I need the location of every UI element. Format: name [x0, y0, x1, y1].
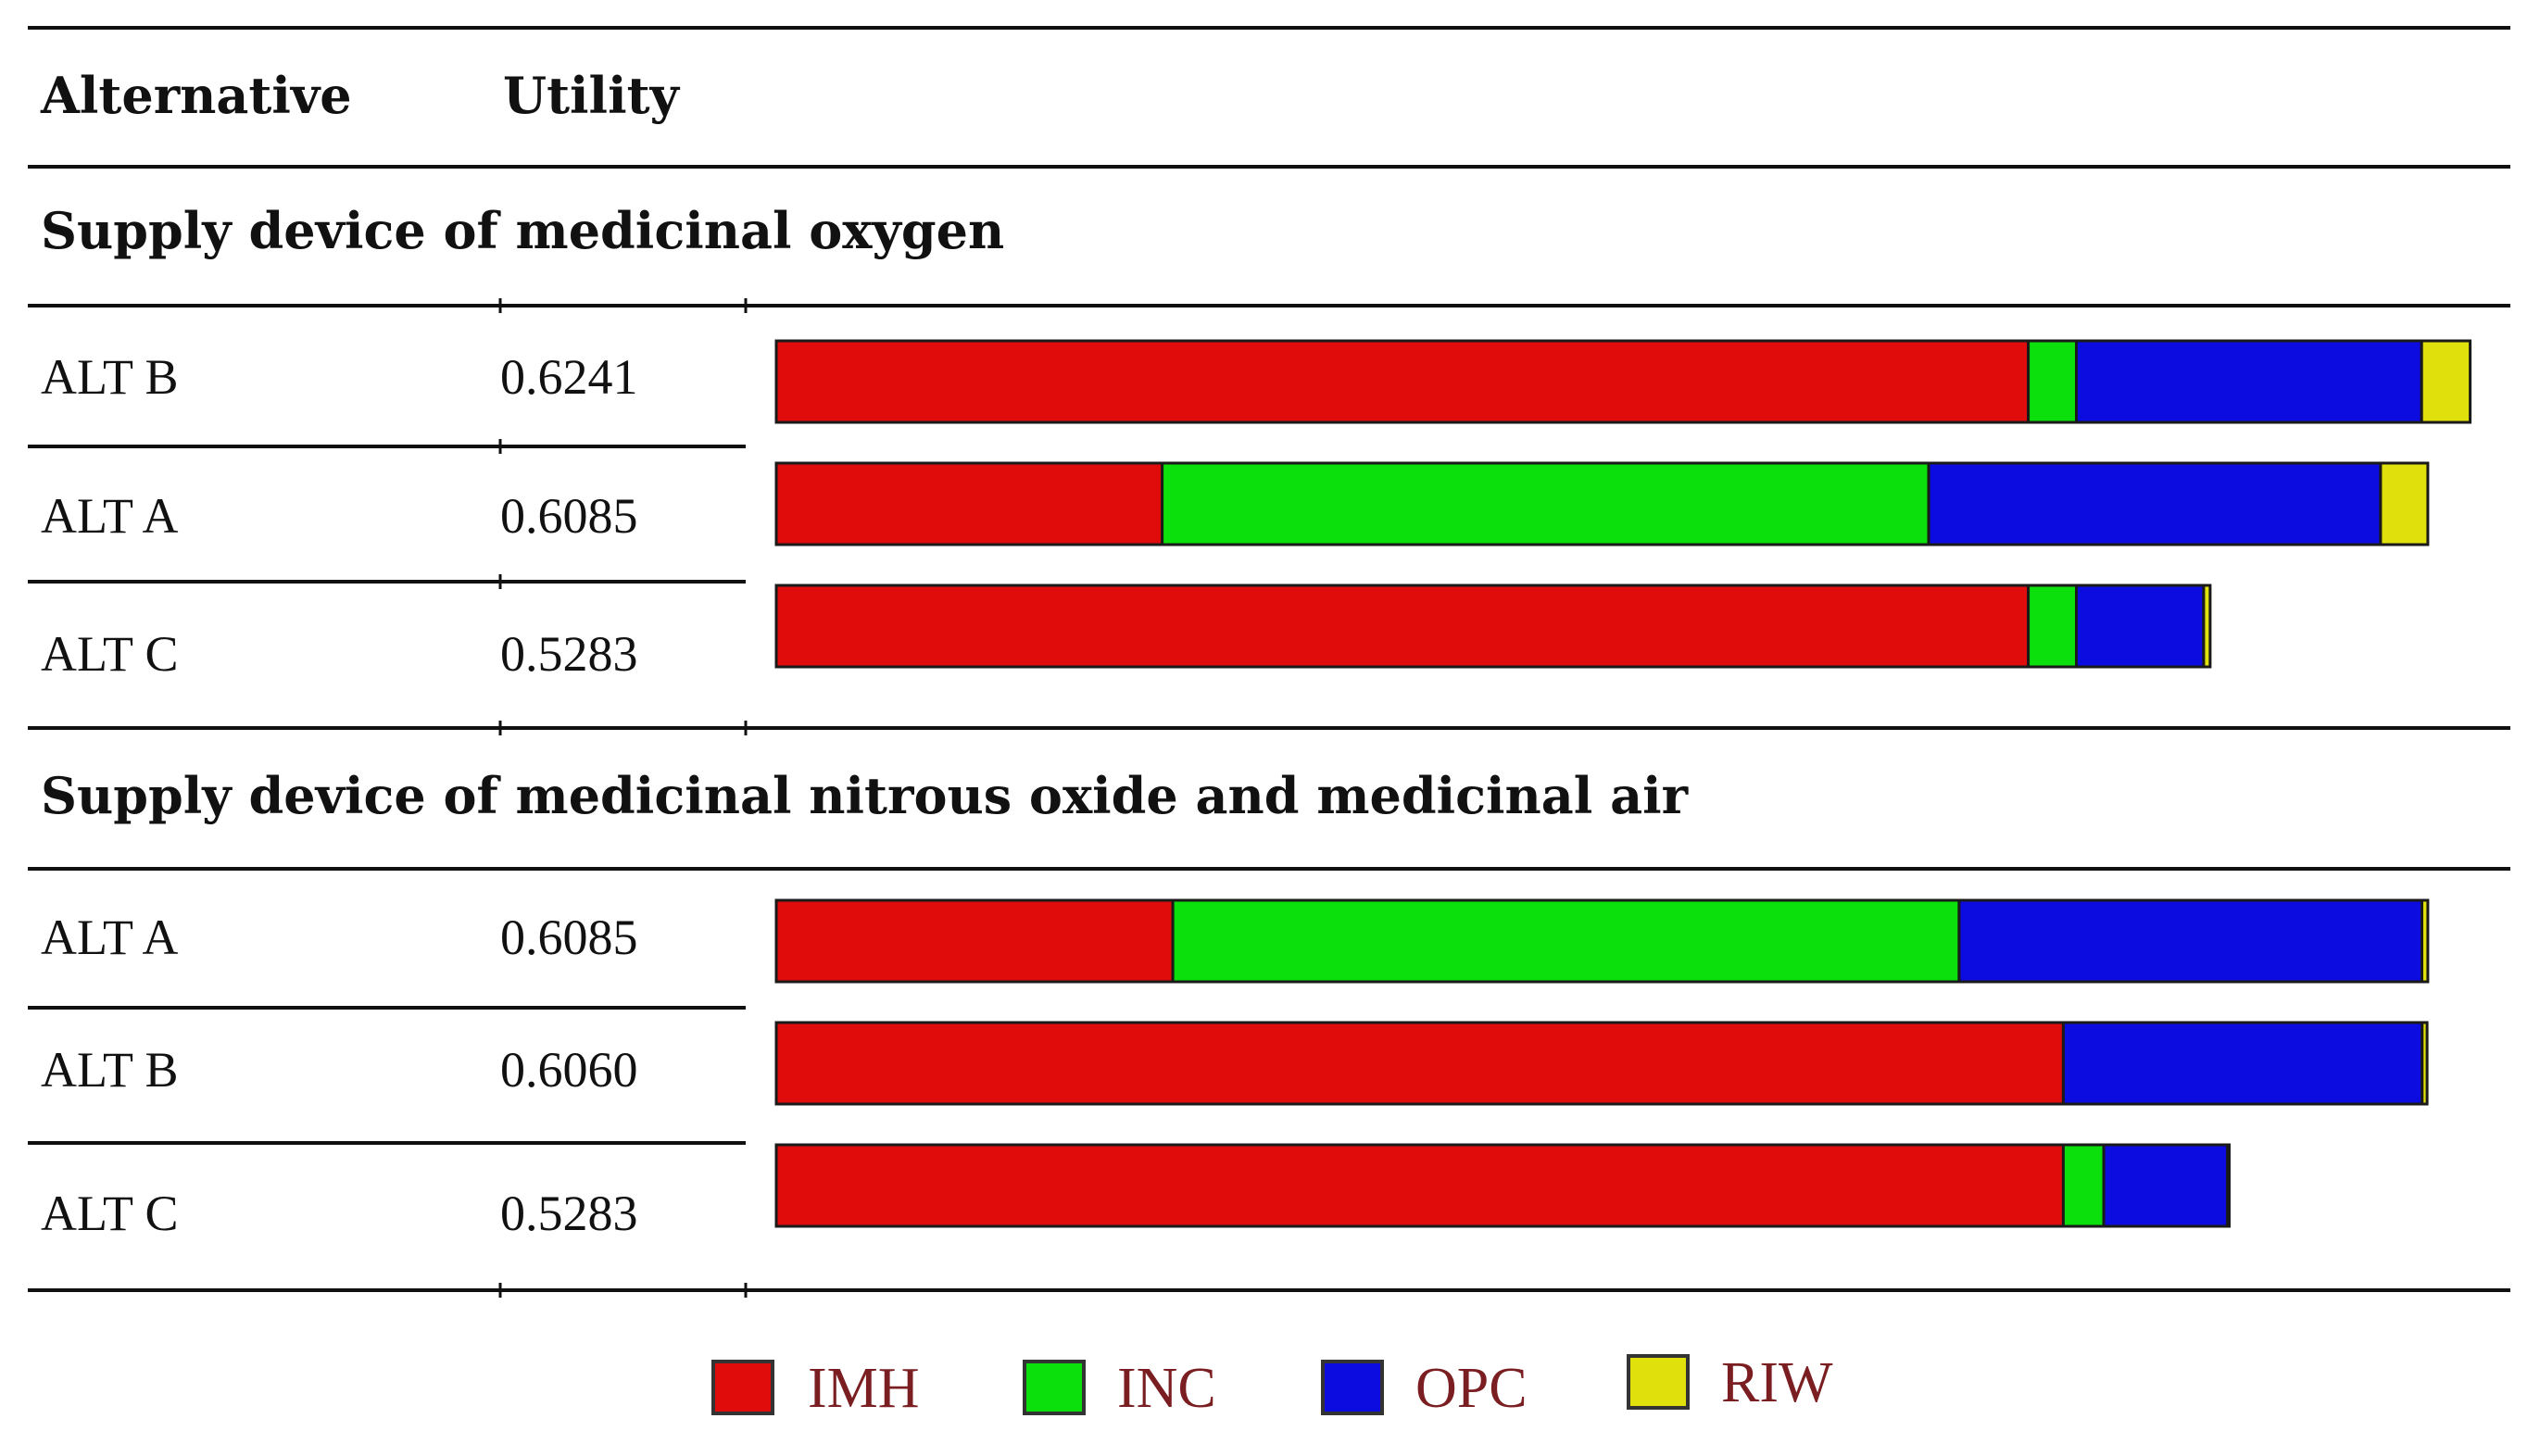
legend-label-imh: IMH	[808, 1357, 920, 1420]
legend-label-riw: RIW	[1721, 1351, 1833, 1414]
legend-label-inc: INC	[1117, 1357, 1216, 1420]
stacked-bar	[774, 461, 2430, 546]
bar-segment-opc	[1957, 898, 2423, 984]
bar-segment-riw	[2420, 339, 2472, 424]
stacked-bar	[774, 898, 2430, 984]
row-utility: 0.5283	[500, 1186, 638, 1241]
row-label: ALT C	[41, 626, 179, 682]
section-title-nitrous: Supply device of medicinal nitrous oxide…	[41, 766, 1689, 825]
bar-segment-riw	[2421, 1021, 2429, 1106]
row-utility: 0.6085	[500, 910, 638, 965]
bar-segment-inc	[2061, 1143, 2106, 1228]
header-utility: Utility	[503, 66, 681, 125]
bar-segment-imh	[774, 339, 2031, 424]
stacked-bar	[774, 339, 2472, 424]
bar-segment-imh	[774, 1143, 2065, 1228]
stacked-bar	[774, 1143, 2231, 1228]
bar-segment-opc	[2102, 1143, 2230, 1228]
column-ticks	[498, 298, 748, 1298]
legend: IMH INC OPC RIW	[711, 1351, 1833, 1420]
bar-segment-inc	[2027, 339, 2079, 424]
legend-label-opc: OPC	[1415, 1357, 1528, 1420]
bar-segment-opc	[2075, 339, 2423, 424]
bar-segment-inc	[1171, 898, 1961, 984]
stacked-bar	[774, 1021, 2429, 1106]
row-label: ALT B	[41, 1042, 179, 1098]
stacked-bar	[774, 584, 2212, 669]
bar-segment-inc	[1161, 461, 1930, 546]
row-label: ALT C	[41, 1186, 179, 1241]
table-rules	[28, 26, 2510, 1292]
section-title-oxygen: Supply device of medicinal oxygen	[41, 201, 1004, 260]
bar-segment-riw	[2421, 898, 2430, 984]
bar-segment-riw	[2226, 1143, 2231, 1228]
bar-area	[774, 339, 2472, 1228]
row-utility: 0.5283	[500, 626, 638, 682]
bar-segment-imh	[774, 461, 1164, 546]
bar-segment-opc	[2061, 1021, 2424, 1106]
legend-swatch-inc	[1023, 1360, 1086, 1415]
row-utility: 0.6085	[500, 488, 638, 544]
header-alternative: Alternative	[40, 66, 352, 125]
bar-segment-riw	[2202, 584, 2212, 669]
legend-swatch-opc	[1321, 1360, 1384, 1415]
bar-segment-imh	[774, 1021, 2065, 1106]
bar-segment-riw	[2379, 461, 2430, 546]
row-utility: 0.6241	[500, 349, 638, 405]
bar-segment-inc	[2027, 584, 2079, 669]
row-label: ALT A	[41, 488, 179, 544]
bar-segment-imh	[774, 898, 1175, 984]
row-utility: 0.6060	[500, 1042, 638, 1098]
bar-segment-opc	[2075, 584, 2206, 669]
bar-segment-imh	[774, 584, 2031, 669]
row-label: ALT B	[41, 349, 179, 405]
legend-swatch-riw	[1627, 1354, 1690, 1410]
row-label: ALT A	[41, 910, 179, 965]
bar-segment-opc	[1927, 461, 2383, 546]
legend-swatch-imh	[711, 1360, 774, 1415]
